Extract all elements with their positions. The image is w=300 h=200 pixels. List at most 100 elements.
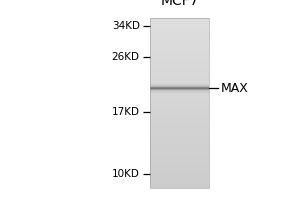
Bar	[150, 99, 209, 100]
Bar	[150, 140, 209, 141]
Bar	[150, 43, 209, 44]
Bar	[150, 159, 209, 160]
Text: 26KD: 26KD	[112, 52, 140, 62]
Bar	[150, 170, 209, 171]
Bar	[150, 26, 209, 27]
Bar	[150, 51, 209, 52]
Bar	[150, 92, 209, 93]
Bar	[150, 109, 209, 110]
Bar	[150, 180, 209, 181]
Bar	[150, 59, 209, 60]
Bar	[150, 44, 209, 45]
Bar	[150, 186, 209, 187]
Bar	[150, 37, 209, 38]
Bar	[150, 25, 209, 26]
Bar	[150, 66, 209, 67]
Bar	[150, 88, 209, 89]
Bar	[150, 130, 209, 131]
Bar	[150, 135, 209, 136]
Bar	[150, 145, 209, 146]
Bar	[150, 30, 209, 31]
Bar	[150, 55, 209, 56]
Bar	[150, 54, 209, 55]
Bar	[150, 107, 209, 108]
Bar	[150, 144, 209, 145]
Bar	[150, 148, 209, 149]
Bar	[150, 185, 209, 186]
Bar	[150, 42, 209, 43]
Bar	[150, 28, 209, 29]
Bar	[150, 161, 209, 162]
Bar	[150, 108, 209, 109]
Bar	[150, 22, 209, 23]
Bar	[150, 136, 209, 137]
Text: MCF7: MCF7	[160, 0, 199, 8]
Bar	[150, 91, 209, 92]
Bar	[150, 74, 209, 75]
Bar	[150, 47, 209, 48]
Bar	[150, 34, 209, 35]
Bar	[150, 19, 209, 20]
Bar	[150, 103, 209, 104]
Bar	[150, 137, 209, 138]
Bar	[150, 122, 209, 123]
Bar	[150, 85, 209, 86]
Bar	[150, 138, 209, 139]
Bar	[150, 71, 209, 72]
Bar	[150, 139, 209, 140]
Bar	[150, 46, 209, 47]
Bar	[150, 49, 209, 50]
Bar	[150, 72, 209, 73]
Bar	[150, 76, 209, 77]
Bar	[150, 183, 209, 184]
Bar	[150, 82, 209, 83]
Bar	[150, 64, 209, 65]
Bar	[150, 118, 209, 119]
Bar	[150, 124, 209, 125]
Bar	[150, 78, 209, 79]
Bar	[150, 75, 209, 76]
Bar	[150, 21, 209, 22]
Bar	[150, 52, 209, 53]
Bar	[150, 77, 209, 78]
Bar	[150, 32, 209, 33]
Bar	[150, 117, 209, 118]
Bar	[150, 53, 209, 54]
Bar	[150, 154, 209, 155]
Bar	[150, 156, 209, 157]
Bar	[150, 119, 209, 120]
Bar	[150, 31, 209, 32]
Bar	[150, 151, 209, 152]
Bar	[150, 106, 209, 107]
Bar	[150, 80, 209, 81]
Bar	[150, 41, 209, 42]
Bar	[150, 115, 209, 116]
Bar	[150, 87, 209, 88]
Bar	[150, 36, 209, 37]
Bar	[150, 146, 209, 147]
Bar	[150, 67, 209, 68]
Text: 10KD: 10KD	[112, 169, 140, 179]
Bar	[150, 96, 209, 97]
Text: MAX: MAX	[220, 82, 248, 95]
Bar	[150, 18, 209, 188]
Bar	[150, 69, 209, 70]
Bar	[150, 101, 209, 102]
Bar	[150, 121, 209, 122]
Bar	[150, 60, 209, 61]
Bar	[150, 171, 209, 172]
Bar	[150, 168, 209, 169]
Bar	[150, 162, 209, 163]
Bar	[150, 113, 209, 114]
Bar	[150, 166, 209, 167]
Bar	[150, 132, 209, 133]
Bar	[150, 164, 209, 165]
Bar	[150, 110, 209, 111]
Bar	[150, 120, 209, 121]
Bar	[150, 70, 209, 71]
Bar	[150, 57, 209, 58]
Bar	[150, 93, 209, 94]
Bar	[150, 27, 209, 28]
Bar	[150, 39, 209, 40]
Bar	[150, 63, 209, 64]
